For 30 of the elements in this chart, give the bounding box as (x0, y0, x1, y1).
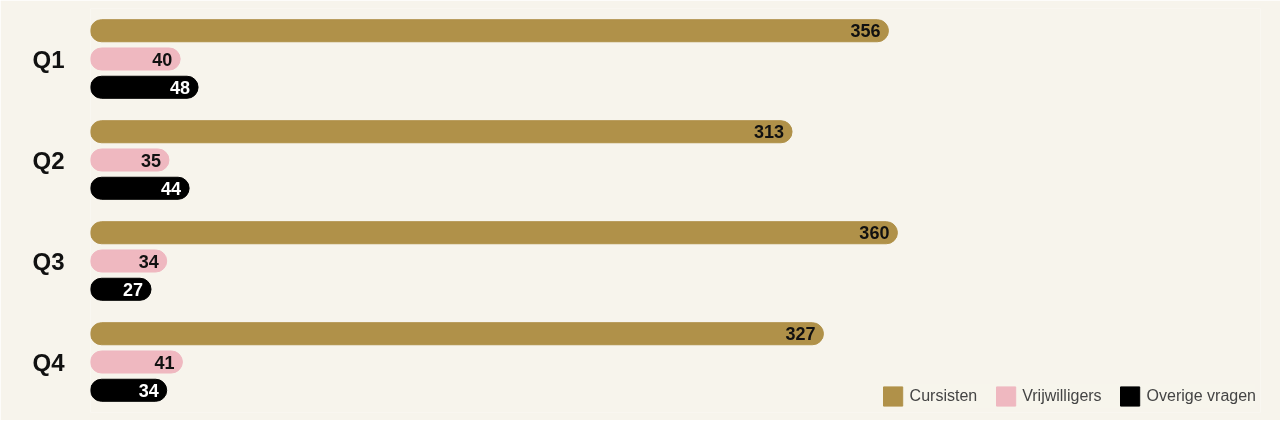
data-label: 27 (123, 279, 144, 300)
bar (90, 249, 168, 273)
data-label: 35 (140, 150, 161, 171)
data-label: 360 (859, 223, 890, 244)
y-tick-label: Q3 (32, 247, 65, 275)
y-tick-label: Q2 (32, 146, 65, 174)
data-label: 48 (170, 77, 191, 98)
bar (90, 19, 889, 43)
data-label: 34 (138, 380, 159, 401)
bar (90, 176, 190, 200)
bar (90, 322, 824, 346)
legend-label: Vrijwilligers (1022, 387, 1102, 405)
bar (90, 350, 183, 374)
data-label: 313 (754, 122, 785, 143)
data-label: 34 (138, 251, 159, 272)
legend-label: Overige vragen (1146, 387, 1256, 405)
bar (90, 120, 793, 144)
y-tick-label: Q4 (32, 348, 66, 376)
bar (90, 378, 168, 402)
bar (90, 221, 898, 245)
data-label: 40 (152, 49, 173, 70)
data-label: 327 (785, 324, 816, 345)
legend-label: Cursisten (909, 387, 978, 405)
bar (90, 148, 170, 172)
bar (90, 75, 199, 99)
bar (90, 47, 181, 71)
data-label: 44 (161, 178, 182, 199)
y-tick-label: Q1 (32, 45, 65, 73)
data-label: 356 (850, 21, 881, 42)
data-label: 41 (154, 352, 175, 373)
